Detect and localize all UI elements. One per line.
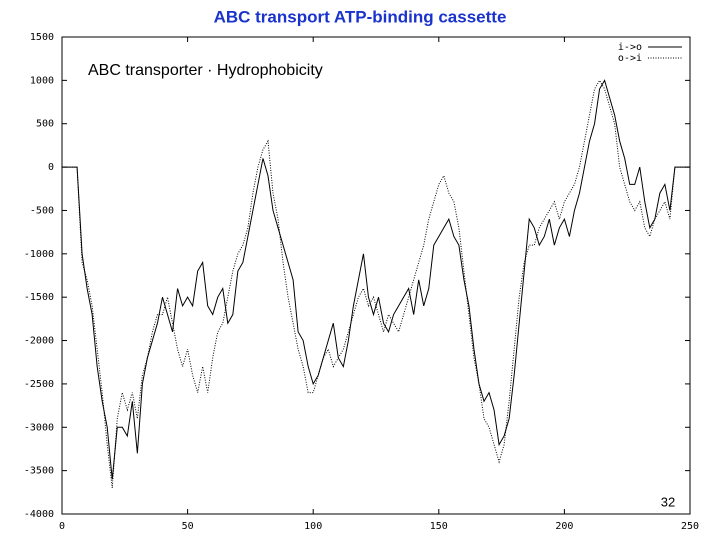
y-tick-label: -1000 [24, 249, 54, 260]
y-tick-label: -2000 [24, 336, 54, 347]
y-tick-label: -2500 [24, 379, 54, 390]
page-number: 32 [661, 494, 675, 509]
y-tick-label: -1500 [24, 292, 54, 303]
y-tick-label: 500 [36, 119, 54, 130]
x-tick-label: 100 [304, 521, 322, 532]
y-tick-label: 0 [48, 162, 54, 173]
x-tick-label: 150 [430, 521, 448, 532]
y-tick-label: -4000 [24, 509, 54, 520]
x-tick-label: 200 [555, 521, 573, 532]
chart-title: ABC transport ATP-binding cassette [214, 7, 507, 26]
y-tick-label: 1000 [30, 75, 54, 86]
y-tick-label: 1500 [30, 32, 54, 43]
legend-label: i->o [618, 42, 642, 53]
annotation: ABC transporter · Hydrophobicity [88, 62, 323, 79]
y-tick-label: -500 [30, 205, 54, 216]
x-tick-label: 0 [59, 521, 65, 532]
x-tick-label: 250 [681, 521, 699, 532]
y-tick-label: -3000 [24, 422, 54, 433]
series-line [62, 79, 690, 480]
y-tick-label: -3500 [24, 466, 54, 477]
x-tick-label: 50 [182, 521, 194, 532]
series-line [62, 79, 690, 489]
plot-frame [61, 36, 691, 515]
legend-label: o->i [618, 53, 642, 64]
